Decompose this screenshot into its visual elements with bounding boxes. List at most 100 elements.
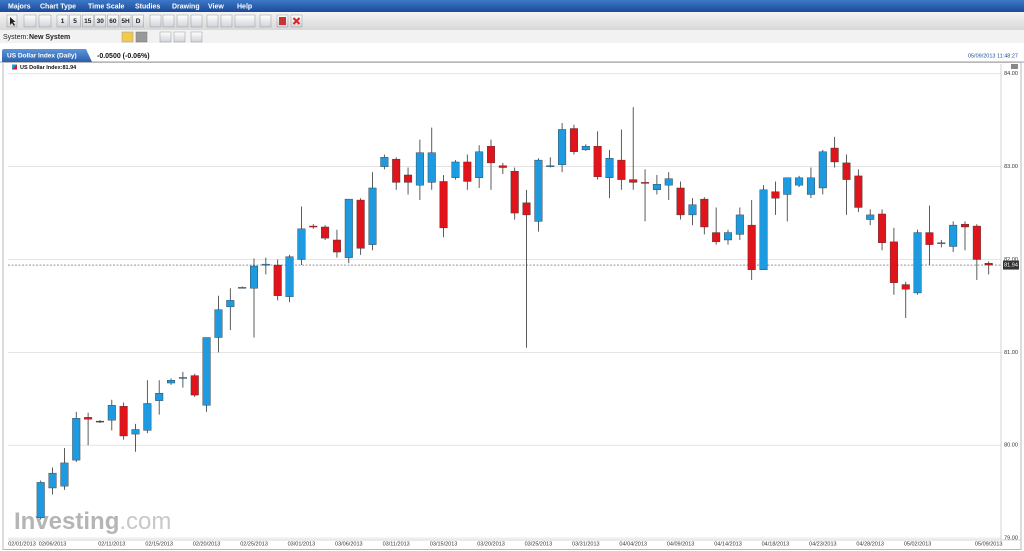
candle bbox=[143, 380, 152, 434]
interval-buttons: 1 5 15 30 60 5H D bbox=[56, 14, 144, 28]
candle bbox=[866, 209, 875, 226]
pencil-button[interactable] bbox=[234, 14, 256, 28]
candle bbox=[309, 224, 318, 229]
last-price-label: 81.94 bbox=[1004, 263, 1018, 269]
candle bbox=[439, 174, 448, 238]
candle bbox=[84, 412, 93, 446]
candle-body bbox=[380, 157, 389, 167]
candle-body bbox=[36, 482, 45, 518]
candle-body bbox=[664, 178, 673, 186]
candle-body bbox=[866, 214, 875, 220]
candle-body bbox=[581, 145, 590, 151]
candle-body bbox=[747, 224, 756, 270]
menu-item[interactable]: Chart Type bbox=[40, 3, 76, 10]
print-button[interactable] bbox=[159, 31, 172, 43]
candle bbox=[925, 205, 934, 266]
menu-item[interactable]: Time Scale bbox=[88, 3, 125, 10]
candle bbox=[178, 371, 187, 388]
candle-body bbox=[913, 232, 922, 294]
candle bbox=[404, 167, 413, 195]
panel-menu-icon[interactable] bbox=[1011, 64, 1018, 69]
system-bar bbox=[0, 30, 1024, 43]
candle bbox=[167, 378, 176, 385]
system-button[interactable] bbox=[135, 31, 148, 43]
candle-body bbox=[510, 171, 519, 214]
system-button[interactable] bbox=[121, 31, 134, 43]
y-tick-label: 83.00 bbox=[1004, 164, 1018, 170]
line-button[interactable] bbox=[220, 14, 233, 28]
x-tick-label: 04/09/2013 bbox=[667, 541, 695, 547]
candle bbox=[712, 207, 721, 245]
candle-body bbox=[605, 158, 614, 178]
candle bbox=[487, 139, 496, 190]
candle-body bbox=[84, 417, 93, 420]
candle bbox=[107, 399, 116, 431]
interval-button[interactable] bbox=[69, 14, 81, 28]
interval-button[interactable] bbox=[119, 14, 132, 28]
candle bbox=[641, 169, 650, 222]
candle bbox=[842, 154, 851, 215]
candle bbox=[95, 420, 104, 423]
save-button[interactable] bbox=[173, 31, 186, 43]
candle bbox=[724, 229, 733, 245]
candle-body bbox=[107, 405, 116, 421]
candle bbox=[131, 423, 140, 452]
x-tick-label: 03/25/2013 bbox=[525, 541, 553, 547]
legend-icon bbox=[12, 64, 17, 70]
watermark: Investing.com bbox=[14, 508, 171, 535]
interval-button[interactable] bbox=[94, 14, 107, 28]
x-tick-label: 02/06/2013 bbox=[39, 541, 67, 547]
draw-button[interactable] bbox=[206, 14, 219, 28]
compare-button[interactable] bbox=[38, 14, 52, 28]
x-tick-label: 04/18/2013 bbox=[762, 541, 790, 547]
candle-body bbox=[984, 263, 993, 266]
candle bbox=[652, 174, 661, 195]
candle-body bbox=[498, 165, 507, 168]
remove-icon bbox=[279, 17, 286, 25]
x-tick-label: 04/14/2013 bbox=[714, 541, 742, 547]
zoom-button[interactable] bbox=[176, 14, 189, 28]
candle-body bbox=[344, 198, 353, 258]
candle bbox=[415, 139, 424, 201]
candle bbox=[889, 227, 898, 295]
zoom-reset-button[interactable] bbox=[190, 14, 203, 28]
candle bbox=[854, 169, 863, 213]
chart-type-button[interactable] bbox=[23, 14, 37, 28]
candle bbox=[475, 145, 484, 188]
interval-button[interactable] bbox=[132, 14, 144, 28]
interval-button[interactable] bbox=[81, 14, 94, 28]
x-tick-label: 05/09/2013 bbox=[975, 541, 1003, 547]
x-tick-label: 03/01/2013 bbox=[288, 541, 316, 547]
chart-panel bbox=[2, 62, 1022, 550]
candle-body bbox=[415, 152, 424, 186]
menu-item[interactable]: Majors bbox=[8, 3, 31, 10]
candle bbox=[190, 373, 199, 397]
menu-item[interactable]: Studies bbox=[135, 3, 160, 10]
candle bbox=[392, 157, 401, 190]
candle-body bbox=[332, 239, 341, 253]
candle bbox=[48, 467, 57, 495]
candle-body bbox=[972, 225, 981, 260]
candle bbox=[558, 122, 567, 173]
candle-body bbox=[368, 187, 377, 245]
menu-item[interactable]: View bbox=[208, 3, 224, 10]
candle-body bbox=[806, 177, 815, 195]
interval-button[interactable] bbox=[56, 14, 69, 28]
zoom-out-button[interactable] bbox=[162, 14, 175, 28]
system-value[interactable]: New System bbox=[29, 34, 70, 41]
tab[interactable] bbox=[2, 49, 92, 62]
candle-body bbox=[949, 224, 958, 247]
close-icon bbox=[292, 17, 301, 25]
x-tick-label: 03/15/2013 bbox=[430, 541, 458, 547]
watermark-brand: Investing bbox=[14, 508, 119, 535]
scale-button[interactable] bbox=[259, 14, 272, 28]
interval-button[interactable] bbox=[107, 14, 119, 28]
zoom-in-button[interactable] bbox=[149, 14, 162, 28]
candle-body bbox=[818, 151, 827, 189]
refresh-button[interactable] bbox=[190, 31, 203, 43]
menu-item[interactable]: Help bbox=[237, 3, 252, 10]
candle bbox=[818, 149, 827, 195]
menu-item[interactable]: Drawing bbox=[172, 3, 200, 10]
candle-body bbox=[593, 145, 602, 178]
candle-body bbox=[273, 264, 282, 296]
